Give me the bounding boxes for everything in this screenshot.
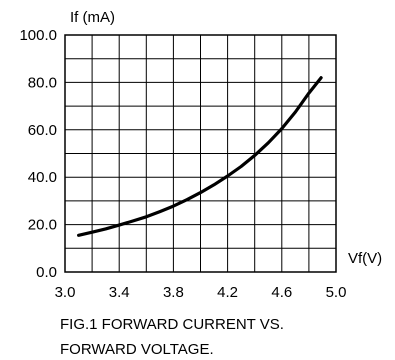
- x-tick-label: 5.0: [326, 284, 347, 301]
- y-tick-label: 40.0: [28, 169, 57, 186]
- caption-line-2: FORWARD VOLTAGE.: [60, 341, 214, 358]
- series-layer: [77, 76, 323, 237]
- x-tick-label: 4.6: [271, 284, 292, 301]
- x-axis-label: Vf(V): [348, 250, 382, 267]
- grid: [64, 34, 337, 273]
- y-tick-label: 60.0: [28, 122, 57, 139]
- y-tick-label: 0.0: [36, 264, 57, 281]
- x-tick-label: 4.2: [217, 284, 238, 301]
- plot-frame: [64, 34, 337, 273]
- x-tick-label: 3.4: [109, 284, 130, 301]
- x-tick-labels: 3.0 3.4 3.8 4.2 4.6 5.0: [55, 284, 347, 301]
- y-axis-label: If (mA): [70, 9, 115, 26]
- series-line-0: [77, 76, 323, 237]
- y-tick-label: 20.0: [28, 217, 57, 234]
- x-tick-label: 3.8: [163, 284, 184, 301]
- caption-line-1: FIG.1 FORWARD CURRENT VS.: [60, 316, 284, 333]
- y-tick-label: 80.0: [28, 74, 57, 91]
- x-tick-label: 3.0: [55, 284, 76, 301]
- y-tick-labels: 0.0 20.0 40.0 60.0 80.0 100.0: [19, 27, 57, 281]
- y-tick-label: 100.0: [19, 27, 57, 44]
